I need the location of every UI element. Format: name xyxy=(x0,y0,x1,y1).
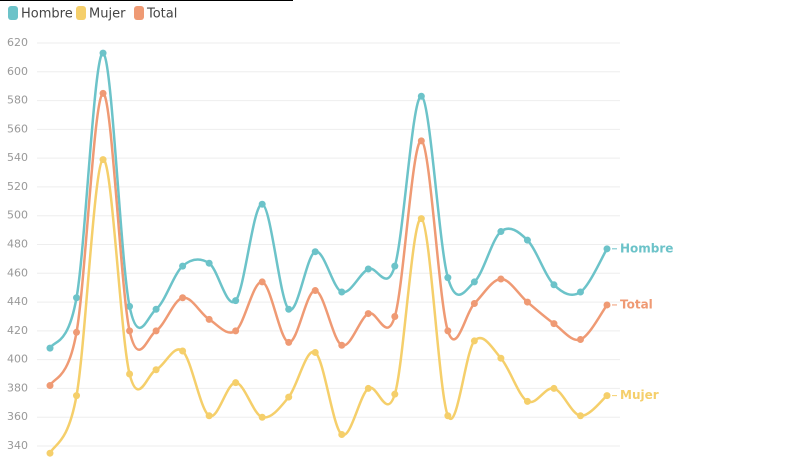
data-point xyxy=(73,328,81,336)
y-tick-label: 420 xyxy=(7,324,28,337)
data-point xyxy=(444,274,452,282)
data-point xyxy=(338,341,346,349)
data-point xyxy=(603,392,611,400)
data-point xyxy=(417,215,425,223)
y-tick-label: 440 xyxy=(7,295,28,308)
data-point xyxy=(550,320,558,328)
data-point xyxy=(497,275,505,283)
data-point xyxy=(550,384,558,392)
data-point xyxy=(417,92,425,100)
data-point xyxy=(364,265,372,273)
data-point xyxy=(391,390,399,398)
y-tick-label: 400 xyxy=(7,353,28,366)
data-point xyxy=(470,300,478,308)
y-tick-label: 540 xyxy=(7,151,28,164)
y-tick-label: 620 xyxy=(7,36,28,49)
data-point xyxy=(258,200,266,208)
data-point xyxy=(391,312,399,320)
legend-swatch xyxy=(8,6,18,20)
y-tick-label: 520 xyxy=(7,180,28,193)
data-point xyxy=(603,301,611,309)
data-point xyxy=(285,305,293,313)
data-point xyxy=(497,354,505,362)
data-point xyxy=(99,49,107,57)
data-point xyxy=(417,137,425,145)
data-point xyxy=(576,288,584,296)
data-point xyxy=(46,382,54,390)
data-point xyxy=(179,262,187,270)
data-point xyxy=(46,449,54,457)
data-point xyxy=(338,430,346,438)
data-point xyxy=(364,384,372,392)
data-point xyxy=(205,259,213,267)
y-tick-label: 460 xyxy=(7,266,28,279)
data-point xyxy=(205,315,213,323)
data-point xyxy=(285,338,293,346)
data-point xyxy=(99,89,107,97)
data-point xyxy=(550,281,558,289)
data-point xyxy=(232,379,240,387)
y-tick-label: 500 xyxy=(7,209,28,222)
data-point xyxy=(179,294,187,302)
data-point xyxy=(232,327,240,335)
data-point xyxy=(497,228,505,236)
data-point xyxy=(576,412,584,420)
end-label: Total xyxy=(620,297,653,311)
data-point xyxy=(258,413,266,421)
legend-label: Hombre xyxy=(21,7,73,22)
data-point xyxy=(523,236,531,244)
y-tick-label: 360 xyxy=(7,410,28,423)
data-point xyxy=(311,287,319,295)
series-line xyxy=(48,51,609,349)
data-point xyxy=(338,288,346,296)
data-point xyxy=(73,392,81,400)
y-tick-label: 560 xyxy=(7,122,28,135)
data-point xyxy=(470,337,478,345)
data-point xyxy=(152,327,160,335)
y-tick-label: 600 xyxy=(7,65,28,78)
data-point xyxy=(364,310,372,318)
data-point xyxy=(152,305,160,313)
data-point xyxy=(391,262,399,270)
series-line xyxy=(48,158,608,454)
legend-swatch xyxy=(134,6,144,20)
data-point xyxy=(232,297,240,305)
y-tick-label: 340 xyxy=(7,439,28,452)
data-point xyxy=(99,156,107,164)
data-point xyxy=(205,412,213,420)
end-label: Hombre xyxy=(620,241,673,255)
data-point xyxy=(258,278,266,286)
legend-swatch xyxy=(76,6,86,20)
series-line xyxy=(48,92,609,387)
data-point xyxy=(444,327,452,335)
data-point xyxy=(523,397,531,405)
data-point xyxy=(523,298,531,306)
y-tick-label: 480 xyxy=(7,238,28,251)
data-point xyxy=(311,348,319,356)
legend-label: Total xyxy=(146,7,177,22)
end-label: Mujer xyxy=(620,388,659,402)
data-point xyxy=(152,366,160,374)
data-point xyxy=(73,294,81,302)
data-point xyxy=(46,344,54,352)
legend-label: Mujer xyxy=(89,7,126,22)
data-point xyxy=(444,412,452,420)
y-tick-label: 580 xyxy=(7,94,28,107)
data-point xyxy=(179,347,187,355)
data-point xyxy=(311,248,319,256)
y-tick-label: 380 xyxy=(7,381,28,394)
data-point xyxy=(126,302,134,310)
data-point xyxy=(603,245,611,253)
data-point xyxy=(576,335,584,343)
data-point xyxy=(285,393,293,401)
data-point xyxy=(126,327,134,335)
data-point xyxy=(470,278,478,286)
data-point xyxy=(126,370,134,378)
